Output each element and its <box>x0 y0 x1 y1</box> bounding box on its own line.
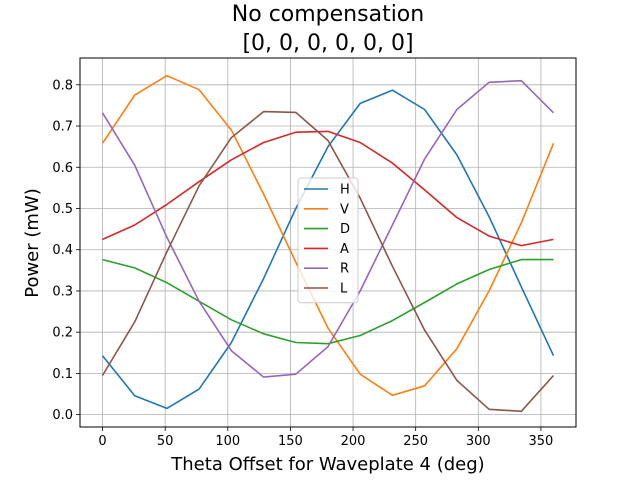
x-tick-label: 0 <box>98 434 106 449</box>
y-tick-label: 0.7 <box>52 120 73 135</box>
legend-label-h: H <box>340 183 350 198</box>
chart-subtitle: [0, 0, 0, 0, 0, 0] <box>242 31 413 56</box>
plot-series <box>101 74 555 413</box>
x-tick-label: 150 <box>278 434 303 449</box>
x-tick-label: 300 <box>466 434 491 449</box>
y-tick-label: 0.6 <box>52 161 73 176</box>
x-tick-label: 50 <box>157 434 174 449</box>
y-tick-label: 0.3 <box>52 284 73 299</box>
series-line-h <box>101 89 555 410</box>
series-line-d <box>102 258 554 345</box>
y-tick-label: 0.2 <box>52 326 73 341</box>
series-line-a <box>102 130 554 247</box>
axis-ticks: 0 50 100 150 200 250 300 350 0.0 0.1 0.2 0.3 0.4 0.5 0… <box>52 78 553 449</box>
y-tick-label: 0.4 <box>52 243 73 258</box>
y-tick-label: 0.5 <box>52 202 73 217</box>
x-tick-label: 350 <box>529 434 554 449</box>
legend-label-l: L <box>340 282 348 297</box>
x-tick-label: 200 <box>341 434 366 449</box>
legend-label-a: A <box>340 242 349 257</box>
y-tick-label: 0.1 <box>52 367 73 382</box>
series-line-v <box>101 74 555 397</box>
plot-frame <box>79 57 577 428</box>
x-tick-label: 250 <box>403 434 428 449</box>
x-tick-label: 100 <box>215 434 240 449</box>
series-line-r <box>101 79 555 378</box>
legend-label-d: D <box>340 222 350 237</box>
legend-label-v: V <box>340 202 349 217</box>
legend-label-r: R <box>340 262 349 277</box>
x-axis-label: Theta Offset for Waveplate 4 (deg) <box>170 454 484 475</box>
y-tick-label: 0.0 <box>52 408 73 423</box>
y-tick-label: 0.8 <box>52 78 73 93</box>
y-axis-label: Power (mW) <box>22 188 43 298</box>
series-line-l <box>101 110 555 413</box>
chart-title: No compensation <box>232 2 424 27</box>
